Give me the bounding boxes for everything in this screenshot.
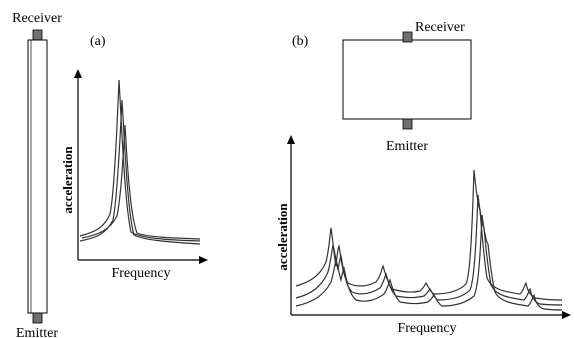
panel-b-curve-3 [295, 214, 563, 311]
panel-b: (b) Receiver Emitter acceleration Freque… [275, 20, 571, 336]
panel-a-y-axis-arrow [74, 69, 82, 78]
panel-b-label: (b) [292, 34, 309, 49]
panel-a-x-axis-arrow [199, 256, 208, 264]
panel-a-receiver-sensor [32, 29, 43, 41]
panel-a-curve-3 [81, 124, 201, 240]
panel-b-receiver-label: Receiver [415, 20, 465, 35]
panel-b-receiver-sensor [402, 31, 413, 43]
panel-a-curve-1 [79, 79, 201, 242]
panel-b-curve-1 [295, 169, 563, 301]
panel-b-emitter-label: Emitter [386, 139, 428, 154]
panel-b-plate [342, 39, 472, 120]
panel-a-receiver-label: Receiver [12, 11, 62, 26]
panel-a-emitter-sensor [32, 312, 43, 324]
panel-a-label: (a) [90, 34, 106, 49]
panel-b-x-axis-label: Frequency [397, 321, 456, 336]
panel-b-y-axis-label: acceleration [275, 203, 290, 271]
panel-a-x-axis-label: Frequency [111, 266, 170, 281]
panel-a-curve-2 [79, 99, 201, 245]
panel-a-y-axis-label: acceleration [60, 146, 75, 214]
panel-a: Receiver Emitter (a) acceleration Freque… [12, 11, 208, 338]
panel-b-x-axis-arrow [562, 311, 571, 319]
panel-b-emitter-sensor [402, 118, 413, 130]
panel-b-y-axis-arrow [287, 135, 295, 144]
panel-a-emitter-label: Emitter [16, 326, 58, 338]
